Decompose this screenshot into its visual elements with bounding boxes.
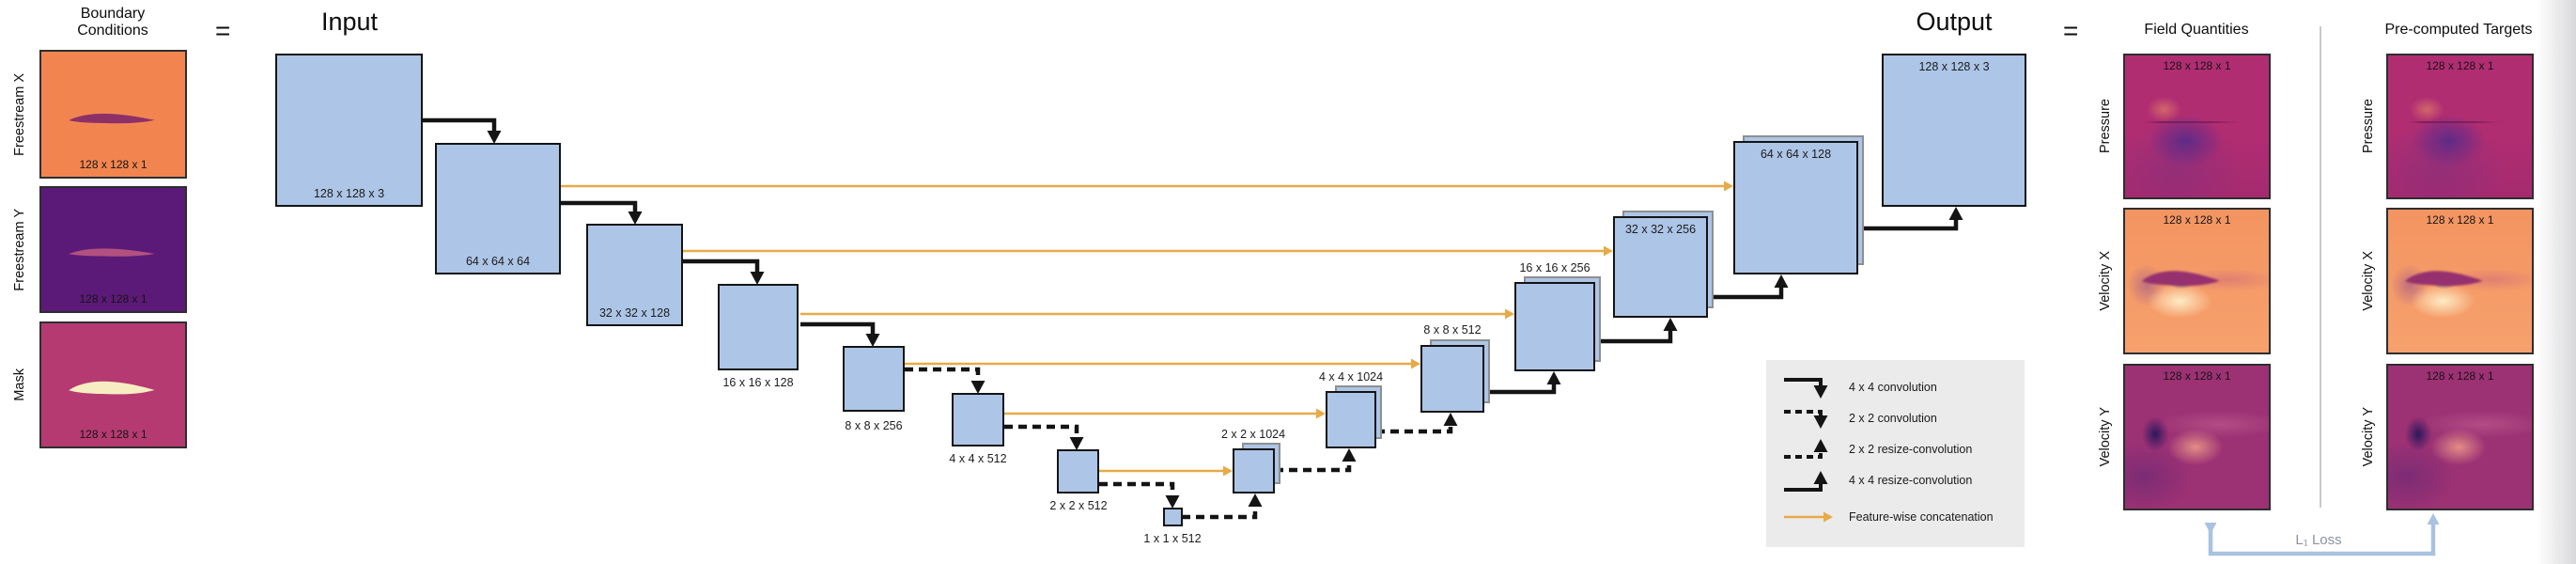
pt-velocity-y-label: Velocity Y — [2361, 407, 2376, 467]
l1-loss-label: L₁ Loss — [2295, 532, 2342, 548]
dashed-down-arrow-icon — [1784, 409, 1828, 429]
freestream-x-panel: 128 x 128 x 1 — [39, 50, 187, 179]
legend: 4 x 4 convolution 2 x 2 convolution 2 x … — [1766, 360, 2025, 547]
output-title: Output — [1916, 8, 1993, 36]
unet-box-input-dims: 128 x 128 x 3 — [313, 187, 385, 200]
input-title: Input — [320, 8, 379, 36]
mask-panel: 128 x 128 x 1 — [39, 321, 187, 448]
unet-box-enc8 — [843, 346, 905, 412]
unet-box-enc4-dims: 4 x 4 x 512 — [949, 452, 1007, 465]
legend-item-2x2-resize-convolution: 2 x 2 resize-convolution — [1781, 433, 2025, 464]
resize-arrow-8-to-16 — [1484, 371, 1561, 395]
pt-velocity-y-panel: 128 x 128 x 1 — [2386, 364, 2534, 510]
airfoil-silhouette — [69, 381, 155, 395]
fq-velocity-y-panel: 128 x 128 x 1 — [2123, 364, 2271, 510]
unet-box-output-dims: 128 x 128 x 3 — [1918, 60, 1990, 73]
targets-title: Pre-computed Targets — [2384, 22, 2533, 38]
unet-box-dec4-dims: 4 x 4 x 1024 — [1318, 370, 1384, 384]
unet-box-enc16 — [718, 284, 799, 370]
conv-arrow-64-to-32 — [561, 200, 643, 225]
resize-arrow-1-to-2 — [1182, 494, 1263, 520]
fq-velocity-x-panel: 128 x 128 x 1 — [2123, 208, 2271, 354]
airfoil-silhouette — [69, 247, 155, 257]
pt-velocity-x-panel: 128 x 128 x 1 — [2386, 208, 2534, 354]
resize-arrow-32-to-64 — [1708, 274, 1789, 300]
unet-box-output: 128 x 128 x 3 — [1882, 54, 2026, 207]
unet-box-dec16-dims: 16 x 16 x 256 — [1519, 261, 1591, 274]
unet-box-enc64-dims: 64 x 64 x 64 — [465, 255, 531, 268]
column-divider — [2320, 26, 2321, 508]
unet-box-dec8 — [1420, 339, 1490, 413]
conv-arrow-32-to-16 — [683, 258, 765, 285]
fq-velocity-y-label: Velocity Y — [2098, 407, 2113, 467]
mask-label: Mask — [12, 368, 27, 401]
boundary-conditions-title: Boundary Conditions — [77, 6, 148, 39]
unet-box-bottleneck — [1163, 508, 1183, 526]
unet-box-enc2 — [1057, 449, 1099, 494]
conv-arrow-16-to-8 — [800, 321, 880, 347]
unet-box-dec2-dims: 2 x 2 x 1024 — [1220, 428, 1286, 441]
fq-pressure-panel: 128 x 128 x 1 — [2123, 54, 2271, 199]
equals-right: = — [2063, 16, 2079, 45]
unet-box-enc64: 64 x 64 x 64 — [435, 143, 561, 274]
resize-arrow-64-to-output — [1858, 207, 1963, 231]
pt-pressure-label: Pressure — [2361, 99, 2376, 154]
unet-box-dec4 — [1326, 385, 1382, 448]
fq-velocity-x-label: Velocity X — [2098, 251, 2113, 311]
freestream-y-panel: 128 x 128 x 1 — [39, 186, 187, 313]
freestream-x-label: Freestream X — [12, 72, 27, 156]
dashed-up-arrow-icon — [1784, 438, 1828, 459]
conv-arrow-2-to-1 — [1099, 481, 1180, 509]
unet-box-dec8-dims: 8 x 8 x 512 — [1423, 323, 1482, 337]
unet-box-input: 128 x 128 x 3 — [275, 54, 423, 207]
unet-box-enc16-dims: 16 x 16 x 128 — [722, 376, 794, 389]
unet-box-dec2 — [1233, 443, 1280, 494]
freestream-y-label: Freestream Y — [12, 208, 27, 291]
airfoil-silhouette — [69, 113, 155, 123]
airfoil-silhouette — [2405, 271, 2484, 286]
orange-arrow-icon — [1784, 511, 1833, 522]
freestream-y-dims: 128 x 128 x 1 — [79, 292, 147, 306]
equals-left: = — [215, 16, 231, 45]
conv-arrow-4-to-2 — [1004, 424, 1084, 450]
field-quantities-title: Field Quantities — [2144, 22, 2249, 38]
unet-box-enc4 — [952, 393, 1004, 446]
airfoil-silhouette — [2142, 271, 2221, 286]
pt-pressure-panel: 128 x 128 x 1 — [2386, 54, 2534, 199]
unet-box-dec32-dims: 32 x 32 x 256 — [1624, 223, 1697, 236]
resize-arrow-4-to-8 — [1376, 413, 1458, 434]
resize-arrow-2-to-4 — [1275, 448, 1357, 473]
legend-item-2x2-convolution: 2 x 2 convolution — [1781, 402, 2025, 433]
resize-arrow-16-to-32 — [1595, 318, 1678, 344]
unet-box-bottleneck-dims: 1 x 1 x 512 — [1143, 532, 1202, 545]
conv-arrow-8-to-4 — [905, 367, 985, 394]
solid-down-arrow-icon — [1784, 377, 1828, 399]
legend-item-4x4-convolution: 4 x 4 convolution — [1781, 371, 2025, 402]
unet-box-enc32: 32 x 32 x 128 — [586, 224, 683, 326]
unet-box-dec16 — [1514, 276, 1601, 371]
right-edge-shade — [2537, 0, 2576, 564]
unet-box-enc8-dims: 8 x 8 x 256 — [845, 419, 903, 432]
fq-pressure-label: Pressure — [2098, 99, 2113, 154]
mask-dims: 128 x 128 x 1 — [79, 428, 147, 441]
unet-box-enc32-dims: 32 x 32 x 128 — [598, 306, 671, 320]
pt-velocity-x-label: Velocity X — [2361, 251, 2376, 311]
unet-box-enc2-dims: 2 x 2 x 512 — [1049, 499, 1108, 512]
freestream-x-dims: 128 x 128 x 1 — [79, 158, 147, 171]
unet-box-dec64: 64 x 64 x 128 — [1733, 135, 1864, 274]
conv-arrow-input-to-64 — [423, 118, 502, 144]
legend-item-feature-wise-concatenation: Feature-wise concatenation — [1781, 501, 2025, 532]
legend-item-4x4-resize-convolution: 4 x 4 resize-convolution — [1781, 464, 2025, 495]
solid-up-arrow-icon — [1784, 470, 1828, 492]
unet-box-dec32: 32 x 32 x 256 — [1613, 211, 1714, 318]
l1-loss-bracket-arrow — [2204, 513, 2440, 556]
unet-box-dec64-dims: 64 x 64 x 128 — [1760, 148, 1832, 161]
